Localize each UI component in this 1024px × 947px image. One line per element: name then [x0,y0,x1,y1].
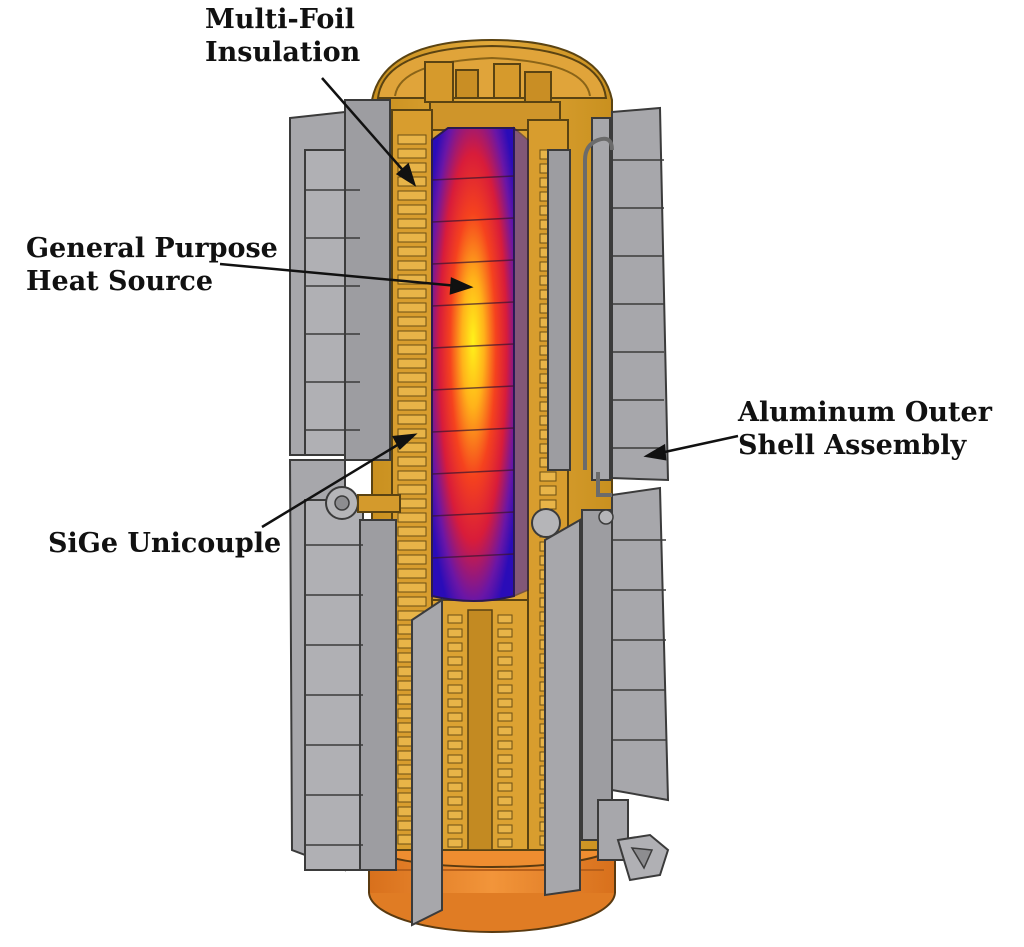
unicouple-segment [448,643,462,651]
unicouple-segment [448,783,462,791]
unicouple-segment [398,247,426,256]
unicouple-segment [448,713,462,721]
unicouple-segment [398,317,426,326]
unicouple-segment [498,657,512,665]
unicouple-segment [398,261,426,270]
unicouple-segment [498,727,512,735]
unicouple-segment [398,457,426,466]
unicouple-segment [498,699,512,707]
unicouple-segment [498,755,512,763]
label-aluminum-outer-shell: Aluminum Outer Shell Assembly [738,396,992,462]
unicouple-segment [448,727,462,735]
unicouple-segment [448,671,462,679]
unicouple-segment [398,401,426,410]
unicouple-segment [498,825,512,833]
unicouple-segment [498,629,512,637]
unicouple-segment [398,233,426,242]
unicouple-segment [498,713,512,721]
unicouple-segment [540,500,556,509]
unicouple-segment [398,555,426,564]
unicouple-segment [498,797,512,805]
label-general-purpose-heat-source: General Purpose Heat Source [26,232,278,298]
unicouple-segment [448,811,462,819]
unicouple-segment [498,839,512,847]
unicouple-segment [448,699,462,707]
unicouple-segment [398,303,426,312]
unicouple-segment [398,499,426,508]
unicouple-segment [398,485,426,494]
unicouple-segment [398,541,426,550]
unicouple-segment [448,741,462,749]
unicouple-segment [398,135,426,144]
unicouple-segment [398,191,426,200]
label-line: Insulation [205,36,360,69]
unicouple-segment [498,769,512,777]
label-sige-unicouple: SiGe Unicouple [48,527,281,560]
unicouple-segment [448,629,462,637]
unicouple-segment [448,839,462,847]
unicouple-segment [540,472,556,481]
unicouple-segment [498,811,512,819]
unicouple-segment [398,345,426,354]
unicouple-segment [498,783,512,791]
unicouple-segment [398,387,426,396]
unicouple-segment [498,741,512,749]
unicouple-segment [448,685,462,693]
label-line: Multi-Foil [205,3,360,36]
unicouple-segment [498,685,512,693]
unicouple-segment [398,415,426,424]
label-multi-foil-insulation: Multi-Foil Insulation [205,3,360,69]
unicouple-segment [398,583,426,592]
label-line: SiGe Unicouple [48,527,281,560]
unicouple-segment [398,471,426,480]
unicouple-segment [398,289,426,298]
unicouple-segment [398,527,426,536]
unicouple-segment [498,671,512,679]
unicouple-segment [498,615,512,623]
unicouple-segment [448,825,462,833]
unicouple-segment [398,513,426,522]
unicouple-segment [398,331,426,340]
unicouple-segment [540,486,556,495]
label-line: Heat Source [26,265,278,298]
unicouple-segment [448,755,462,763]
unicouple-segment [448,769,462,777]
label-line: Aluminum Outer [738,396,992,429]
unicouple-segment [398,597,426,606]
label-line: Shell Assembly [738,429,992,462]
unicouple-segment [448,615,462,623]
unicouple-segment [448,657,462,665]
label-line: General Purpose [26,232,278,265]
unicouple-segment [398,149,426,158]
unicouple-segment [398,219,426,228]
heat-source-stack [432,128,528,601]
unicouple-segment [398,205,426,214]
unicouple-segment [398,569,426,578]
unicouple-segment [398,359,426,368]
unicouple-segment [398,373,426,382]
unicouple-segment [498,643,512,651]
unicouple-segment [448,797,462,805]
